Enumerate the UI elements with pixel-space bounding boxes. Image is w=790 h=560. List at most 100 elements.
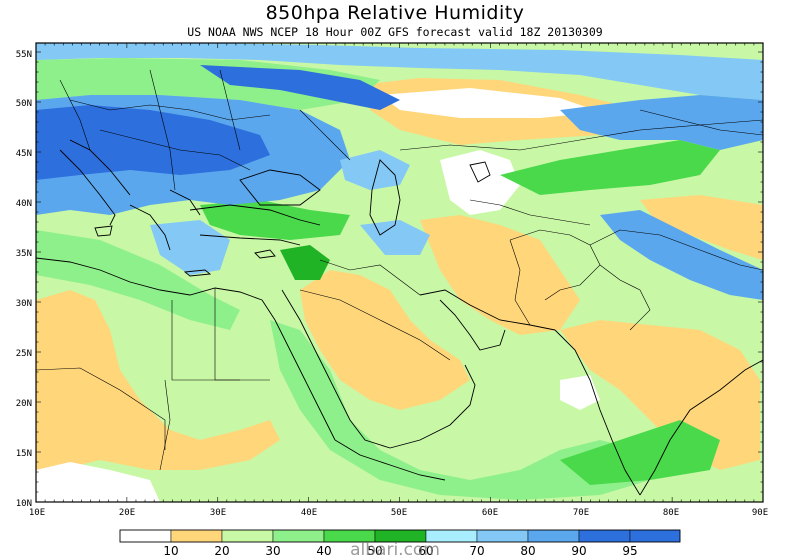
coast-north-africa <box>36 257 263 301</box>
border-europe-1 <box>69 99 271 121</box>
legend-label: 50 <box>367 544 382 558</box>
moist-band-central-asia <box>500 140 720 195</box>
coast-red-sea-east <box>281 289 391 449</box>
legend-label: 95 <box>622 544 637 558</box>
dry-area-india <box>560 320 760 470</box>
moist-band-red-sea <box>270 320 650 500</box>
lat-label: 10N <box>16 499 32 509</box>
border-china <box>589 229 763 271</box>
legend-swatch <box>476 529 529 543</box>
border-sudan <box>171 300 270 381</box>
border-europe-2 <box>99 129 251 171</box>
borders <box>36 69 763 471</box>
lon-label: 80E <box>663 508 679 518</box>
humid-area-siberia <box>560 95 763 150</box>
dry-area-iran <box>420 215 580 335</box>
border-iraq <box>319 259 421 296</box>
border-mongolia <box>639 109 763 136</box>
border-iran-east <box>509 239 531 326</box>
coast-crete <box>183 269 212 277</box>
coast-sicily <box>94 225 113 237</box>
border-europe-3 <box>59 79 91 151</box>
coast-horn-africa <box>334 439 446 481</box>
watermark: albari.com <box>350 540 440 560</box>
lat-label: 15N <box>16 449 32 459</box>
humid-area-north-core <box>200 65 400 110</box>
border-sahara <box>36 367 166 450</box>
coast-red-sea-west <box>261 299 336 441</box>
humid-area-zagros <box>360 220 430 255</box>
chart-subtitle: US NOAA NWS NCEP 18 Hour 00Z GFS forecas… <box>187 25 603 39</box>
lon-label: 40E <box>301 508 317 518</box>
coast-cyprus <box>254 249 276 259</box>
legend-label: 10 <box>163 544 178 558</box>
legend-swatch <box>272 529 325 543</box>
lon-label: 90E <box>752 508 768 518</box>
dry-area-tibet <box>640 195 763 260</box>
moist-band-ethiopia <box>560 420 720 485</box>
coast-india-west <box>554 329 641 496</box>
legend-swatch <box>221 529 274 543</box>
border-chad <box>159 379 171 471</box>
legend-label: 40 <box>316 544 331 558</box>
humid-area-north-band <box>36 43 763 100</box>
lat-label: 30N <box>16 299 32 309</box>
lon-label: 10E <box>29 508 45 518</box>
legend-label: 30 <box>265 544 280 558</box>
very-dry-area-kazakh <box>440 150 520 215</box>
lon-label: 60E <box>482 508 498 518</box>
axis-ticks <box>35 43 764 503</box>
moist-band-levant <box>280 245 330 280</box>
lat-label: 25N <box>16 349 32 359</box>
lat-labels: 55N 50N 45N 40N 35N 30N 25N 20N 15N 10N <box>16 50 32 509</box>
border-afghan <box>509 229 601 301</box>
legend-label: 20 <box>214 544 229 558</box>
legend-swatch <box>170 529 223 543</box>
lon-labels: 10E 20E 30E 40E 50E 60E 70E 80E 90E <box>29 508 768 518</box>
border-pakistan <box>599 264 651 331</box>
coast-arabia-south <box>389 364 476 449</box>
lon-label: 30E <box>210 508 226 518</box>
lon-label: 50E <box>391 508 407 518</box>
coastlines <box>36 139 763 496</box>
very-dry-area-india <box>560 375 600 410</box>
coast-balkans <box>169 189 201 216</box>
legend-label: 70 <box>469 544 484 558</box>
lon-label: 70E <box>573 508 589 518</box>
coast-gulf <box>439 299 506 351</box>
lat-label: 55N <box>16 50 32 60</box>
lat-label: 45N <box>16 149 32 159</box>
legend-swatch <box>578 529 631 543</box>
legend-label: 80 <box>520 544 535 558</box>
humid-area-caspian <box>340 150 410 190</box>
humid-area-aegean <box>150 220 230 275</box>
border-russia <box>299 109 351 161</box>
legend-frame <box>119 529 681 543</box>
coast-adriatic <box>69 139 131 196</box>
color-legend: 10 20 30 40 50 60 70 80 90 95 <box>119 529 681 558</box>
lon-label: 20E <box>119 508 135 518</box>
legend-swatch <box>119 529 172 543</box>
very-dry-area-north <box>380 88 600 118</box>
legend-swatch <box>527 529 580 543</box>
moist-band-mediterranean <box>36 230 240 330</box>
coast-india-east <box>639 359 763 496</box>
coast-black-sea <box>239 169 321 206</box>
legend-swatch <box>629 529 681 543</box>
border-europe-4 <box>149 69 176 191</box>
chart-title: 850hpa Relative Humidity <box>265 2 525 24</box>
very-dry-area-africa <box>36 462 160 502</box>
dry-area-west-africa <box>36 290 280 480</box>
border-central-asia <box>469 199 591 226</box>
coast-aral <box>469 161 491 183</box>
lat-label: 40N <box>16 199 32 209</box>
legend-label: 60 <box>418 544 433 558</box>
coast-iran <box>419 289 556 331</box>
coast-turkey <box>189 204 321 246</box>
lat-label: 35N <box>16 249 32 259</box>
lat-label: 50N <box>16 99 32 109</box>
coast-greece <box>129 204 171 251</box>
border-saudi <box>299 289 451 361</box>
border-europe-5 <box>219 69 241 151</box>
